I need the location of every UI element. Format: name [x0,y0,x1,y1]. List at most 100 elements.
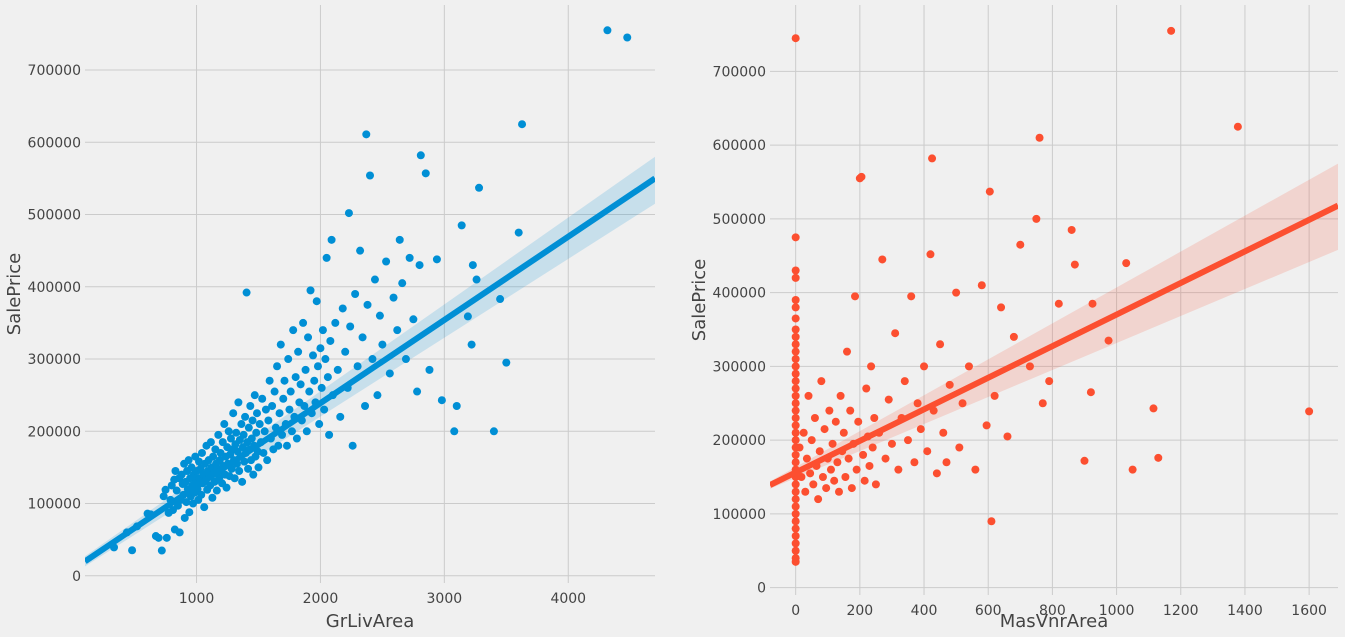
data-point [791,325,800,334]
data-point [331,318,340,327]
data-point [802,454,811,463]
data-point [857,172,866,181]
y-tick-label: 700000 [28,63,81,79]
y-axis-label: SalePrice [4,253,25,335]
data-point [180,513,189,522]
data-point [398,279,407,288]
data-point [321,355,330,364]
data-point [833,458,842,467]
data-point [382,257,391,266]
data-point [926,250,935,259]
data-point [844,454,853,463]
data-point [171,467,180,476]
data-point [955,443,964,452]
data-point [300,401,309,410]
data-point [1003,432,1012,441]
data-point [820,425,829,434]
data-point [366,171,374,180]
data-point [289,326,298,335]
data-point [834,487,843,496]
data-point [1025,362,1034,371]
data-point [791,436,800,445]
data-point [239,430,248,439]
data-point [964,362,973,371]
data-point [241,412,250,421]
data-point [232,428,241,437]
data-point [936,340,945,349]
y-tick-label: 200000 [28,424,81,440]
data-point [1035,133,1044,142]
data-point [416,151,425,160]
data-point [982,421,991,430]
data-point [322,253,331,262]
data-point [254,463,263,472]
y-tick-label: 600000 [28,135,81,151]
data-point [791,557,800,566]
data-point [362,130,371,139]
data-point [791,355,800,363]
data-point [154,533,163,542]
data-point [235,467,244,476]
data-point [246,401,255,410]
data-point [468,261,477,270]
data-point [255,420,264,429]
data-point [413,387,422,396]
data-point [1154,453,1163,462]
data-point [259,448,268,457]
data-point [514,228,523,237]
data-point [317,383,326,392]
data-point [313,362,322,371]
data-point [323,373,332,382]
data-point [258,394,267,403]
data-point [851,292,860,301]
data-point [157,546,166,555]
data-point [385,369,394,378]
confidence-band [770,163,1338,489]
data-point [220,420,229,429]
data-point [971,465,980,474]
x-axis-label: GrLivArea [326,611,414,632]
x-tick-label: 800 [1039,603,1066,619]
data-point [859,450,868,459]
data-point [791,296,800,304]
data-point [791,266,800,275]
data-point [273,362,282,371]
data-point [862,384,871,393]
data-point [804,391,813,400]
data-point [791,421,800,430]
data-point [263,456,272,465]
data-point [860,476,869,485]
data-point [310,376,319,385]
data-point [346,322,355,331]
data-point [285,405,294,414]
data-point [1149,404,1158,413]
data-point [939,428,948,437]
x-tick-label: 1600 [1291,603,1327,619]
data-point [791,502,800,511]
y-tick-label: 300000 [713,359,766,375]
data-point [351,290,360,298]
y-axis-label: SalePrice [689,259,710,341]
data-point [222,483,231,492]
data-point [275,409,284,418]
data-point [475,183,484,192]
data-point [358,333,367,342]
data-point [791,406,800,415]
data-point [997,303,1006,312]
data-point [264,416,273,425]
data-point [817,377,826,386]
data-point [891,329,900,338]
data-point [828,439,837,448]
data-point [159,492,168,501]
data-point [801,487,810,496]
data-point [405,253,414,262]
data-point [952,288,961,297]
data-point [363,300,372,309]
data-point [791,450,800,459]
data-point [327,235,336,244]
data-point [920,362,929,371]
data-point [368,355,377,364]
data-point [791,487,800,496]
data-point [421,169,430,178]
